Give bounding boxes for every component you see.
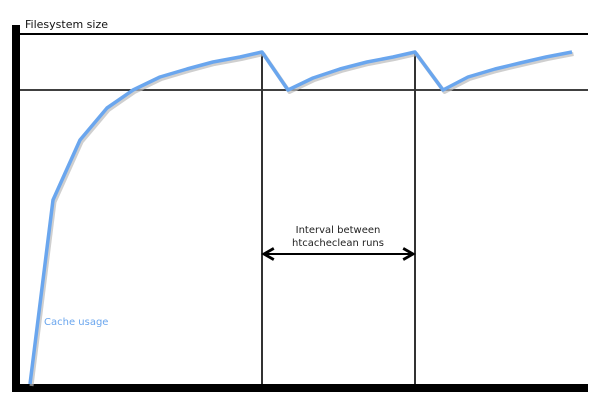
x-axis [12,384,588,392]
interval-label-line1: Interval between [296,225,381,236]
cache-usage-label: Cache usage [44,317,108,328]
cache-usage-curve-shadow [29,52,574,387]
cache-usage-curve [28,50,573,385]
interval-label-line2: htcacheclean runs [292,238,384,249]
y-axis-label: Filesystem size [25,18,108,31]
y-axis [12,25,20,392]
